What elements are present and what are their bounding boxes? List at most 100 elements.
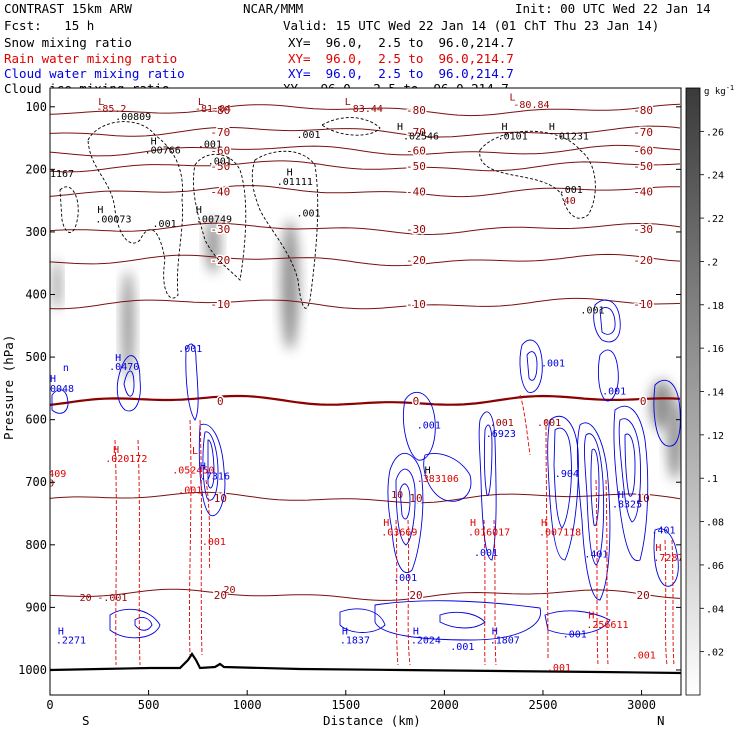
- rain-water-contour: [199, 419, 203, 656]
- snow-plume: [206, 217, 220, 273]
- extremum-label: .256611: [586, 620, 628, 631]
- cloud-water-contour: [423, 453, 472, 502]
- y-tick-label: 500: [25, 350, 47, 364]
- isotherm-label: 10: [409, 492, 422, 505]
- y-tick-label: 1000: [18, 663, 47, 677]
- extremum-label: .001: [580, 305, 604, 316]
- isotherm-label: -10: [633, 298, 653, 311]
- cloud-water-contour: [576, 422, 611, 601]
- extremum-label: H: [470, 518, 476, 529]
- colorbar-tick-label: .12: [706, 431, 724, 442]
- maxmin-labels: L-85.2.00809L-81.04L-83.44L-80.84H.02546…: [36, 93, 681, 675]
- extremum-label: .0470: [109, 362, 139, 373]
- isotherm-label: -30: [406, 223, 426, 236]
- x-axis: 0 500 1000 1500 2000 2500 3000: [46, 690, 656, 712]
- extremum-label: .2024: [411, 636, 441, 647]
- colorbar-tick-label: .14: [706, 388, 724, 399]
- y-tick-label: 800: [25, 538, 47, 552]
- extremum-label: H: [196, 205, 202, 216]
- cloud-water-contour: [597, 349, 619, 402]
- rain-water-contour: [483, 519, 486, 666]
- terrain-line: [50, 652, 681, 675]
- isotherm-label: -40: [406, 185, 426, 198]
- rain-water-contour: [137, 439, 141, 666]
- extremum-label: H: [618, 490, 624, 501]
- cloud-water-contour: [599, 307, 616, 335]
- extremum-label: L: [509, 93, 515, 104]
- cloud-ice-contour: [87, 121, 183, 299]
- cloud-water-contour: [109, 608, 161, 639]
- cloud-water-contour: [116, 355, 141, 412]
- extremum-label: .001: [393, 573, 417, 584]
- extremum-label: H: [492, 626, 498, 637]
- cloud-water-contour: [519, 339, 543, 393]
- isotherm-label: 20: [409, 589, 422, 602]
- cloud-water-contour: [202, 431, 219, 501]
- isotherm-line: [50, 222, 681, 236]
- isotherm-label: 0: [640, 395, 647, 408]
- cloud-water-contour: [624, 433, 636, 497]
- rain-water-contour: [664, 539, 668, 666]
- extremum-label: H: [588, 611, 594, 622]
- x-tick-label: 1500: [331, 698, 360, 712]
- extremum-label: H: [425, 465, 431, 476]
- isotherm-label: -70: [633, 126, 653, 139]
- extremum-label: .01111: [277, 177, 313, 188]
- snow-plume: [122, 270, 134, 380]
- y-tick-label: 200: [25, 162, 47, 176]
- isotherm-label: -30: [633, 223, 653, 236]
- cloud-ice-contour: [251, 150, 319, 309]
- isotherm-line: [50, 253, 681, 267]
- org-label: NCAR/MMM: [243, 1, 303, 16]
- cloud-ice-contour: [321, 117, 381, 136]
- y-tick-label: 700: [25, 475, 47, 489]
- extremum-label: H: [413, 626, 419, 637]
- endpoint-left: S: [82, 713, 90, 728]
- extremum-label: H: [113, 445, 119, 456]
- rain-water-contour: [605, 479, 609, 666]
- extremum-label: .001: [563, 629, 587, 640]
- cloud-water-contour: [403, 391, 436, 461]
- extremum-label: .401: [651, 526, 675, 537]
- cloud-water-contour: [339, 608, 386, 633]
- field-coords-rain: XY= 96.0, 2.5 to 96.0,214.7: [288, 51, 514, 66]
- colorbar-unit: g kg-1: [704, 84, 734, 97]
- extremum-label: H: [200, 462, 206, 473]
- colorbar-tick-label: .08: [706, 518, 724, 529]
- y-axis-label: Pressure (hPa): [1, 335, 16, 440]
- model-title: CONTRAST 15km ARW: [4, 1, 132, 16]
- extremum-label: .00766: [145, 146, 181, 157]
- y-tick-label: 100: [25, 100, 47, 114]
- rain-water-contour: [189, 419, 192, 656]
- endpoint-right: N: [657, 713, 665, 728]
- extremum-label: .2271: [56, 636, 86, 647]
- rain-water-contour: [114, 439, 117, 666]
- extremum-label: H: [655, 543, 661, 554]
- isotherm-label: -50: [406, 160, 426, 173]
- cloud-water-contour: [395, 468, 416, 546]
- extremum-label: .001: [602, 387, 626, 398]
- extremum-label: .001: [296, 130, 320, 141]
- extremum-label: .03669: [381, 527, 417, 538]
- extremum-label: .001: [202, 537, 226, 548]
- field-coords-cloudwater: XY= 96.0, 2.5 to 96.0,214.7: [288, 66, 514, 81]
- isotherm-label: 0: [217, 395, 224, 408]
- extremum-label: 40: [564, 196, 576, 207]
- extremum-label: -85.2: [96, 104, 126, 115]
- extremum-label: .8325: [612, 499, 642, 510]
- extremum-label: H: [58, 626, 64, 637]
- rain-water-contour: [205, 479, 211, 571]
- extremum-label: .0409: [36, 469, 66, 480]
- extremum-label: .02546: [403, 131, 439, 142]
- extremum-label: .007118: [539, 527, 581, 538]
- x-tick-label: 2500: [529, 698, 558, 712]
- extremum-label: .001: [474, 548, 498, 559]
- x-tick-label: 2000: [430, 698, 459, 712]
- plot-area: [50, 88, 681, 695]
- cloud-water-contour: [553, 427, 572, 529]
- extremum-label: .383106: [417, 474, 459, 485]
- field-name-cloudwater: Cloud water mixing ratio: [4, 66, 185, 81]
- colorbar-tick-label: .16: [706, 344, 724, 355]
